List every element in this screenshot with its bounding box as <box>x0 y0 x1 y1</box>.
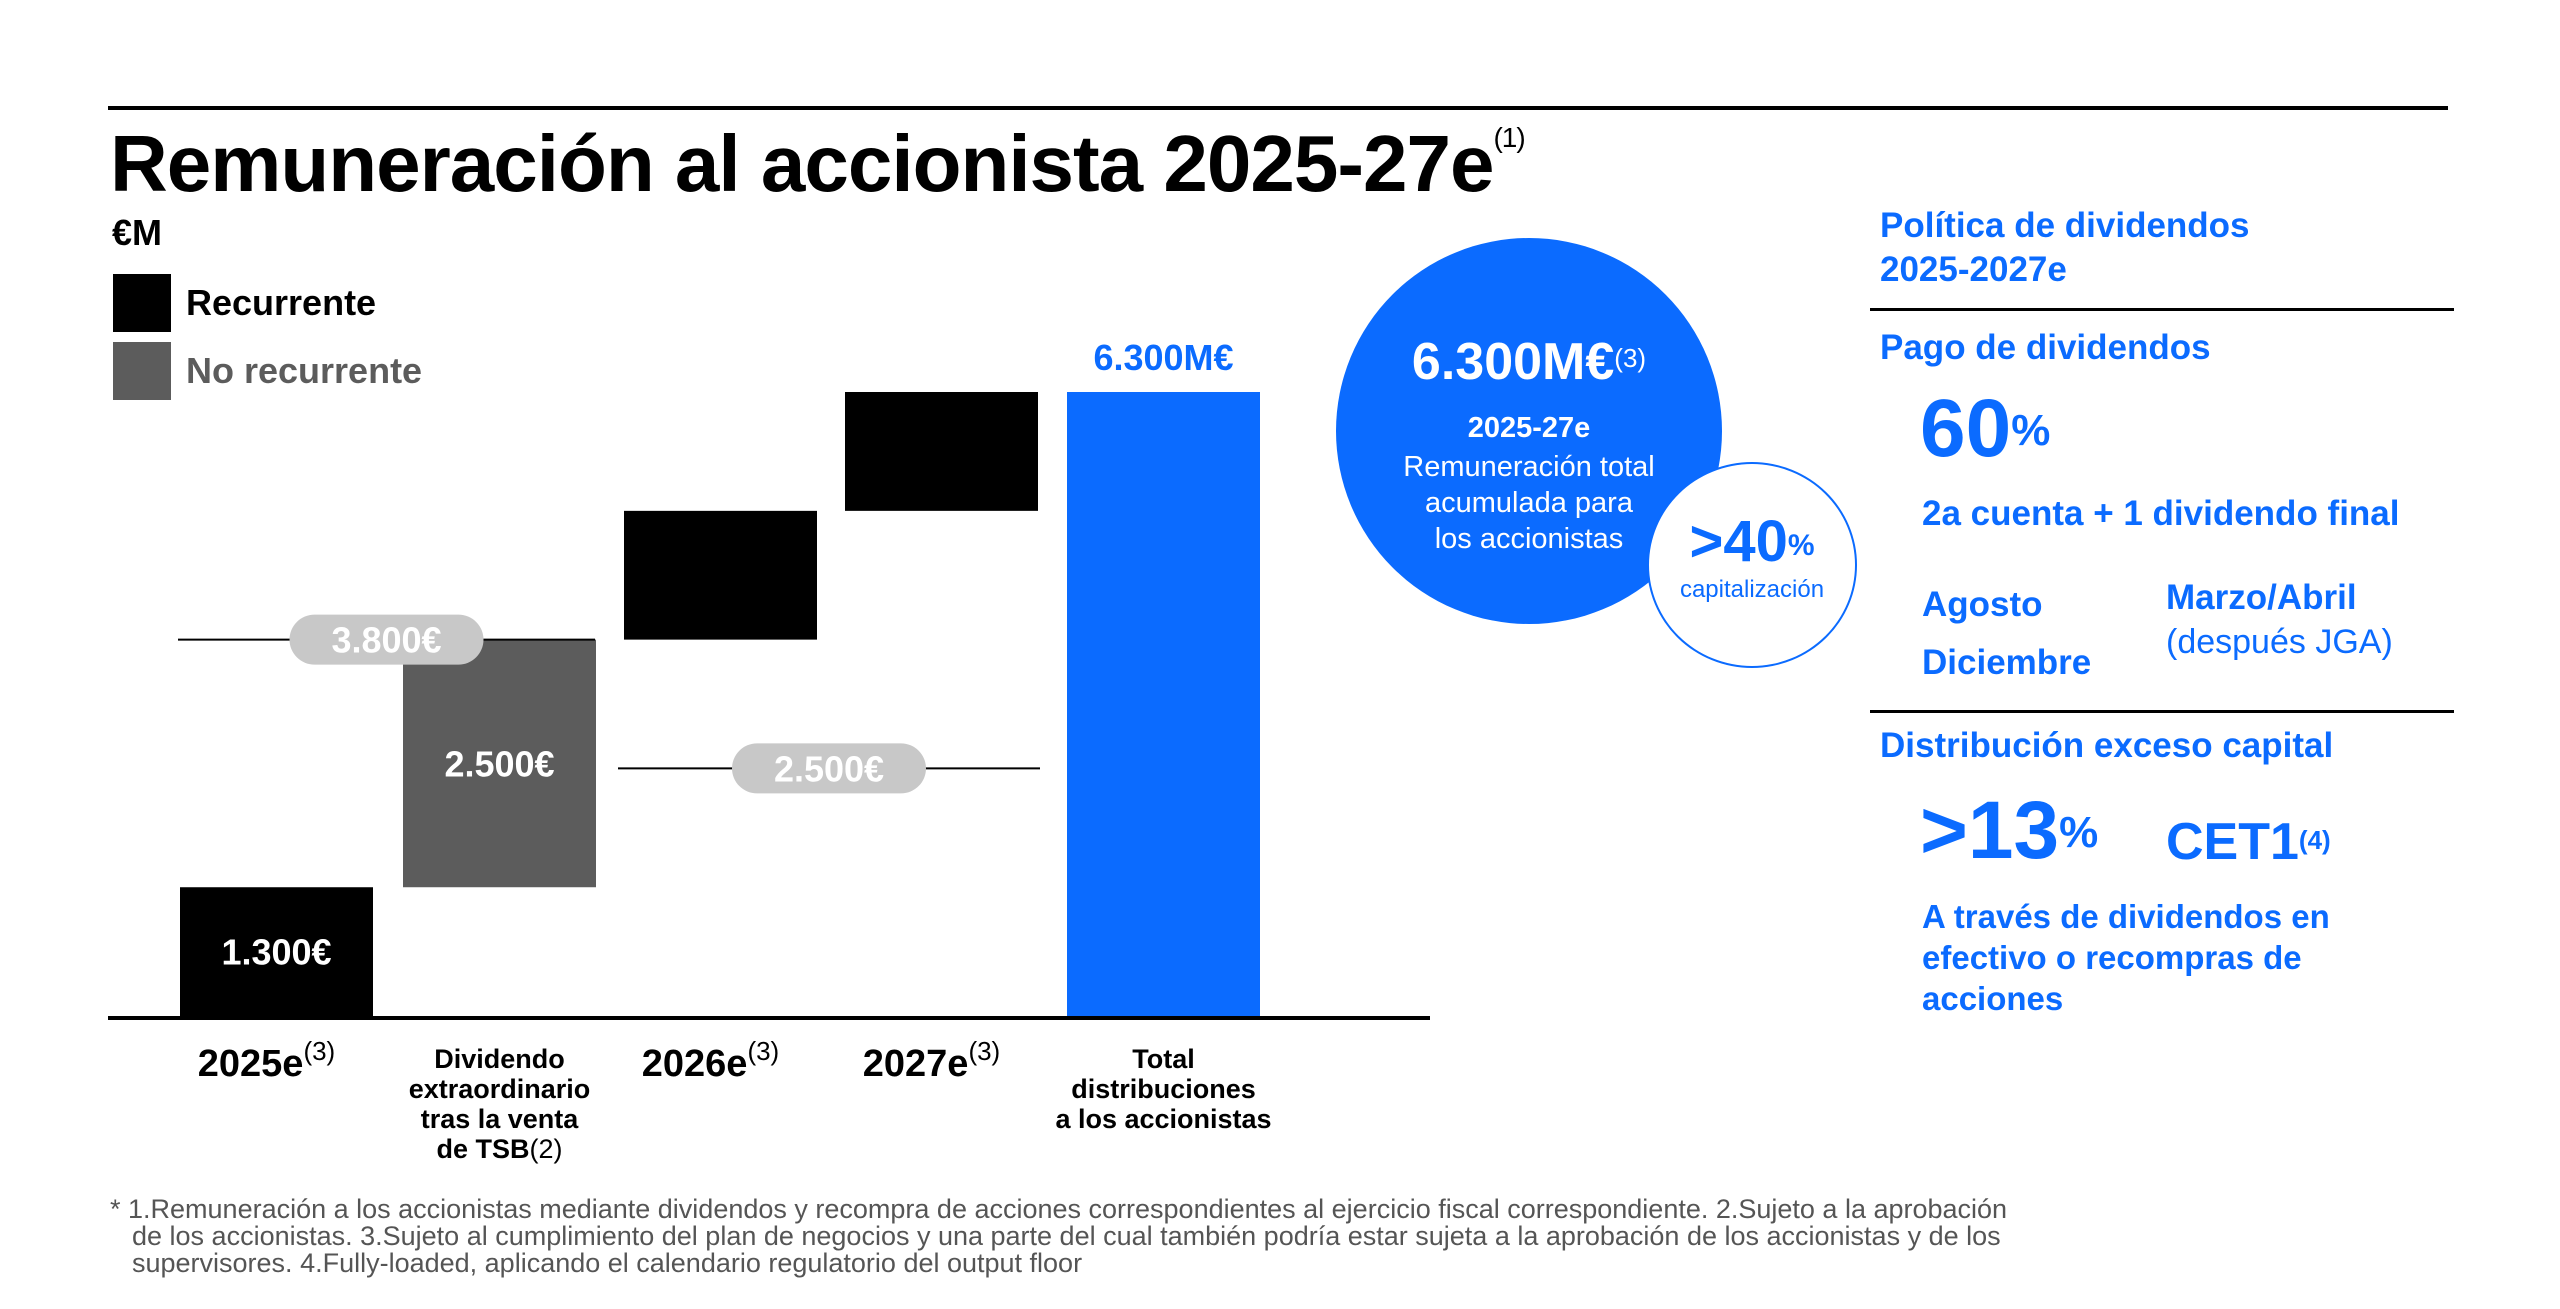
bar-value-label-5: 6.300M€ <box>1093 337 1233 378</box>
category-label-5-line-3: a los accionistas <box>1055 1104 1271 1134</box>
bracket-pill-2 <box>732 743 926 794</box>
bracket-total-label-2: 2.500€ <box>774 748 884 789</box>
market-cap-value: >40% <box>1689 509 1815 574</box>
footnote-line-3: supervisores. 4.Fully-loaded, aplicando … <box>132 1248 1083 1278</box>
category-label-2-line-3: tras la venta <box>421 1104 580 1134</box>
footnote-line-2: de los accionistas. 3.Sujeto al cumplimi… <box>132 1221 2001 1251</box>
circle-desc-2: acumulada para <box>1425 487 1633 519</box>
bar-3 <box>624 510 817 640</box>
payout-ratio: 60% <box>1920 383 2051 474</box>
right-panel-rule-1 <box>1870 308 2454 311</box>
dividend-policy-heading: Política de dividendos 2025-2027e <box>1880 206 2250 289</box>
payout-description: 2a cuenta + 1 dividendo final <box>1922 494 2400 533</box>
legend-label-recurrente: Recurrente <box>186 282 377 323</box>
circle-desc-3: los accionistas <box>1434 523 1624 555</box>
schedule-interim: Agosto Diciembre <box>1922 585 2092 682</box>
circle-desc-1: Remuneración total <box>1403 451 1655 483</box>
footnote: * 1.Remuneración a los accionistas media… <box>110 1196 2230 1277</box>
schedule-final: Marzo/Abril (después JGA) <box>2166 578 2393 661</box>
circle-value: 6.300M€(3) <box>1411 333 1647 391</box>
category-label-5-line-2: distribuciones <box>1071 1074 1256 1104</box>
circle-period: 2025-27e <box>1467 412 1591 444</box>
legend-swatch-recurrente <box>113 274 171 332</box>
excess-capital-value: >13% <box>1920 785 2099 876</box>
excess-capital-description: A través de dividendos en efectivo o rec… <box>1922 898 2330 1017</box>
category-label-2-line-2: extraordinario <box>409 1074 591 1104</box>
bracket-total-label-1: 3.800€ <box>331 620 441 661</box>
top-rule <box>108 106 2448 110</box>
title-footnote-ref: (1) <box>1493 122 1525 153</box>
category-label-3: 2026e(3) <box>642 1036 779 1085</box>
bar-5 <box>1067 392 1260 1016</box>
dividend-payment-title: Pago de dividendos <box>1880 328 2211 367</box>
market-cap-label: capitalización <box>1679 576 1825 603</box>
bar-1 <box>180 887 373 1016</box>
bracket-pill-1 <box>289 614 484 665</box>
legend-swatch-no-recurrente <box>113 342 171 400</box>
market-cap-circle: >40% capitalización <box>1647 462 1857 668</box>
category-label-5-line-1: Total <box>1132 1044 1195 1074</box>
footnote-line-1: * 1.Remuneración a los accionistas media… <box>110 1194 2008 1224</box>
category-label-4: 2027e(3) <box>863 1036 1000 1085</box>
unit-label: €M <box>112 212 163 253</box>
cet1-label: CET1(4) <box>2166 813 2331 871</box>
bar-2 <box>403 639 596 888</box>
waterfall-chart: 1.300€ 2.500€ 6.300M€ 3.800€ 2.500€ 2025e(3) 2… <box>108 337 1430 1164</box>
bar-value-label-2: 2.500€ <box>444 743 554 784</box>
right-panel-rule-2 <box>1870 710 2454 713</box>
legend-label-no-recurrente: No recurrente <box>186 350 423 391</box>
bar-4 <box>845 392 1038 511</box>
page-title: Remuneración al accionista 2025-27e(1) <box>110 119 1526 208</box>
bar-value-label-1: 1.300€ <box>221 932 331 973</box>
category-label-2-line-4: de TSB(2) <box>436 1134 562 1164</box>
excess-capital-title: Distribución exceso capital <box>1880 726 2334 765</box>
category-label-2-line-1: Dividendo <box>434 1044 565 1074</box>
category-label-1: 2025e(3) <box>198 1036 335 1085</box>
